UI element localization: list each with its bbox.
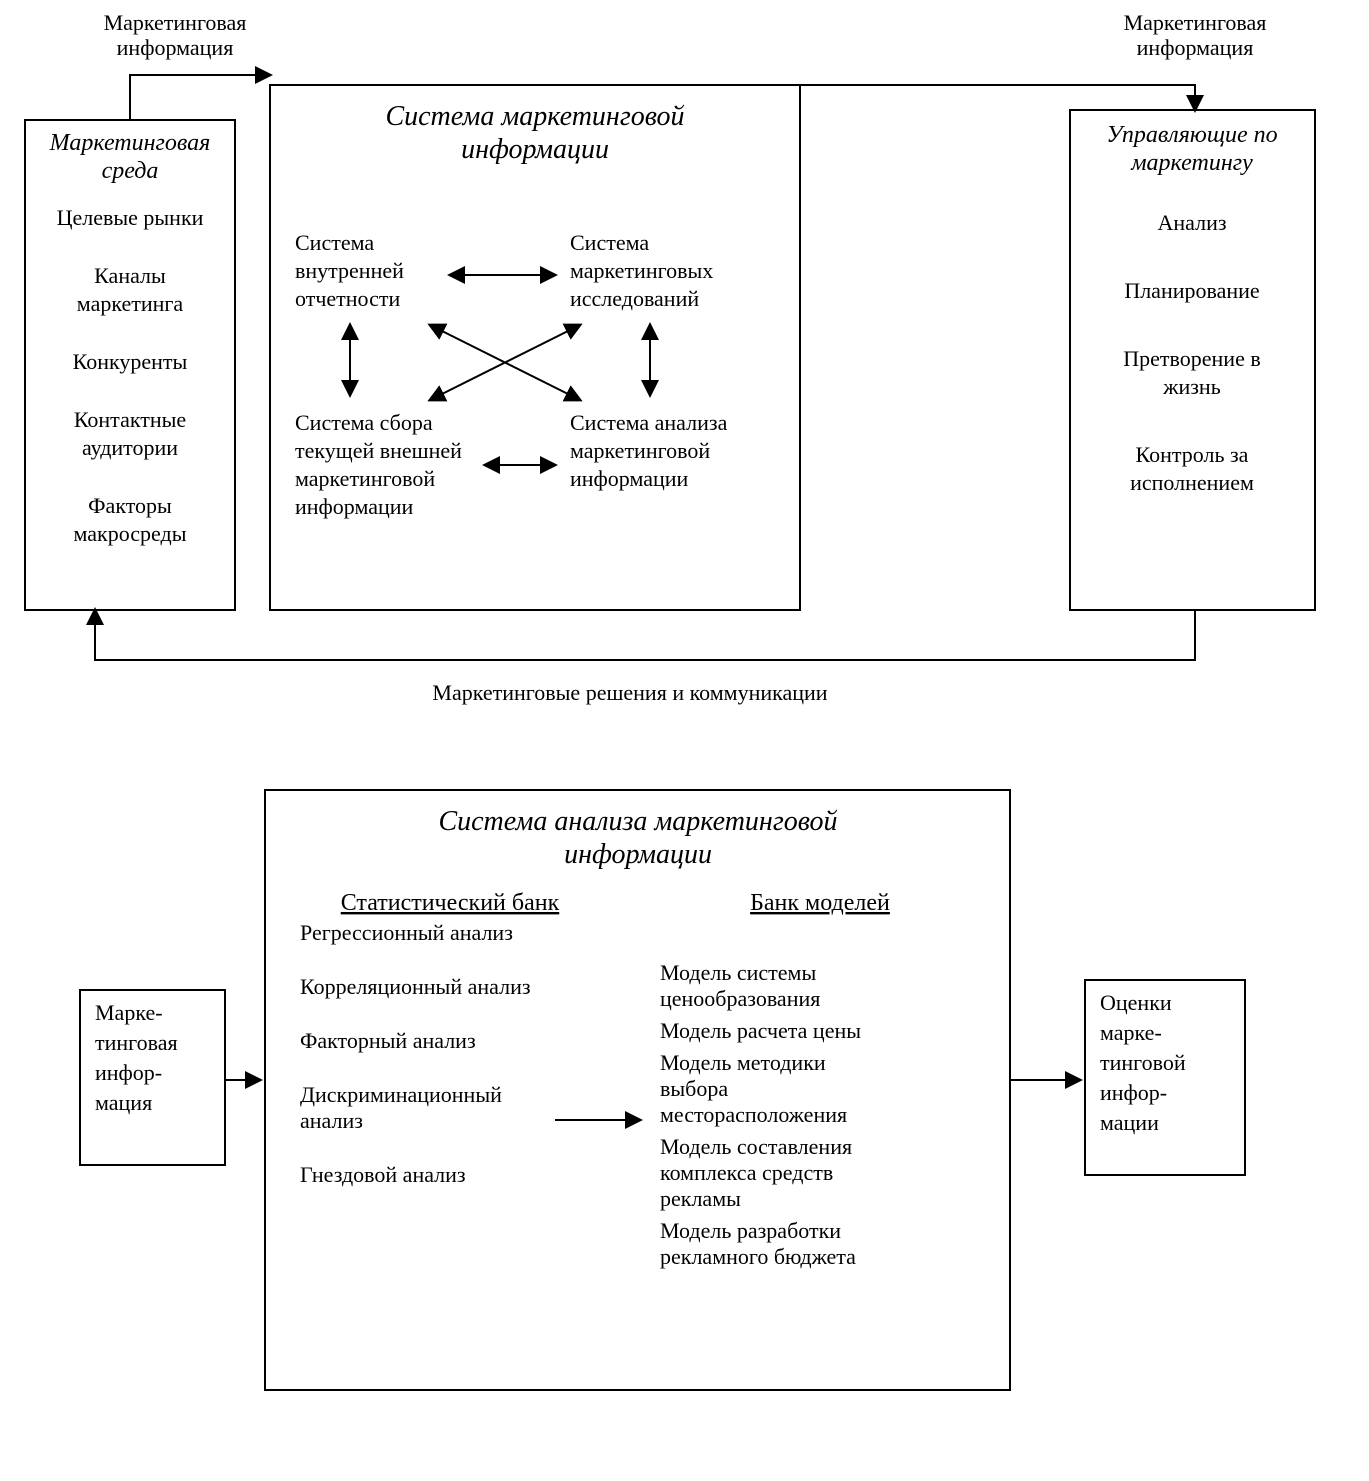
svg-text:Система: Система [570,230,649,255]
svg-text:Дискриминационный: Дискриминационный [300,1082,502,1107]
svg-text:анализ: анализ [300,1108,363,1133]
svg-text:тинговая: тинговая [95,1030,178,1055]
svg-text:Факторы: Факторы [88,493,172,518]
svg-text:Оценки: Оценки [1100,990,1172,1015]
svg-text:месторасположения: месторасположения [660,1102,847,1127]
svg-text:Претворение в: Претворение в [1123,346,1260,371]
svg-text:информации: информации [295,494,414,519]
svg-text:маркетинговой: маркетинговой [570,438,710,463]
svg-text:мации: мации [1100,1110,1159,1135]
left-box-items: Целевые рынки Каналы маркетинга Конкуренты К… [57,205,204,546]
lower-left-text: Марке-тинговая инфор-мация [95,1000,178,1115]
svg-text:маркетинга: маркетинга [77,291,184,316]
svg-text:Каналы: Каналы [94,263,166,288]
bottom-label: Маркетинговые решения и коммуникации [432,680,827,705]
quad-tl: Система внутренней отчетности [295,230,404,311]
svg-text:Система анализа: Система анализа [570,410,728,435]
quad-br: Система анализа маркетинговой информации [570,410,728,491]
svg-text:Модель разработки: Модель разработки [660,1218,841,1243]
svg-text:Модель методики: Модель методики [660,1050,826,1075]
conn-center-to-right [800,85,1195,110]
svg-text:Целевые рынки: Целевые рынки [57,205,204,230]
svg-text:внутренней: внутренней [295,258,404,283]
center-title-2: информации [461,134,609,165]
svg-text:Контроль за: Контроль за [1136,442,1249,467]
svg-text:марке-: марке- [1100,1020,1162,1045]
svg-text:Гнездовой анализ: Гнездовой анализ [300,1162,466,1187]
svg-text:выбора: выбора [660,1076,728,1101]
svg-text:тинговой: тинговой [1100,1050,1186,1075]
svg-text:Анализ: Анализ [1157,210,1226,235]
conn-left-to-center [130,75,270,120]
svg-text:Контактные: Контактные [74,407,186,432]
svg-text:инфор-: инфор- [1100,1080,1167,1105]
svg-text:Система: Система [295,230,374,255]
svg-text:Регрессионный анализ: Регрессионный анализ [300,920,513,945]
svg-text:отчетности: отчетности [295,286,400,311]
top-label-left-2: информация [117,35,234,60]
lower-big-title-1: Система анализа маркетинговой [438,806,837,837]
svg-text:Система сбора: Система сбора [295,410,433,435]
svg-text:Модель системы: Модель системы [660,960,816,985]
svg-text:Модель составления: Модель составления [660,1134,852,1159]
svg-text:Планирование: Планирование [1124,278,1259,303]
svg-text:Модель расчета цены: Модель расчета цены [660,1018,861,1043]
svg-text:мация: мация [95,1090,152,1115]
top-label-right-2: информация [1137,35,1254,60]
right-box-items: Анализ Планирование Претворение в жизнь Конт… [1123,210,1260,495]
quad-tr: Система маркетинговых исследований [570,230,713,311]
svg-text:текущей внешней: текущей внешней [295,438,462,463]
svg-text:Марке-: Марке- [95,1000,163,1025]
top-label-left-1: Маркетинговая [104,10,247,35]
left-box-title-1: Маркетинговая [49,130,211,156]
svg-text:жизнь: жизнь [1162,374,1220,399]
svg-text:рекламы: рекламы [660,1186,741,1211]
svg-text:аудитории: аудитории [82,435,178,460]
svg-text:Конкуренты: Конкуренты [73,349,188,374]
svg-text:макросреды: макросреды [74,521,187,546]
right-box-title-2: маркетингу [1130,150,1253,176]
svg-text:Факторный анализ: Факторный анализ [300,1028,476,1053]
col1-items: Регрессионный анализ Корреляционный анали… [300,920,531,1187]
center-title-1: Система маркетинговой [385,101,684,132]
right-box-title-1: Управляющие по [1106,122,1277,148]
svg-text:исполнением: исполнением [1130,470,1254,495]
col1-head: Статистический банк [341,890,560,916]
svg-text:комплекса средств: комплекса средств [660,1160,833,1185]
svg-text:маркетинговой: маркетинговой [295,466,435,491]
left-box-title-2: среда [102,158,159,184]
col2-head: Банк моделей [750,890,890,916]
col2-items: Модель системыценообразования Модель расч… [660,960,861,1269]
lower-big-title-2: информации [564,839,712,870]
svg-text:ценообразования: ценообразования [660,986,820,1011]
svg-text:рекламного бюджета: рекламного бюджета [660,1244,856,1269]
quad-bl: Система сбора текущей внешней маркетингово… [295,410,462,519]
lower-right-text: Оценки марке-тинговой инфор-мации [1100,990,1186,1135]
svg-text:маркетинговых: маркетинговых [570,258,713,283]
svg-text:исследований: исследований [570,286,699,311]
svg-text:инфор-: инфор- [95,1060,162,1085]
svg-text:информации: информации [570,466,689,491]
svg-text:Корреляционный анализ: Корреляционный анализ [300,974,531,999]
top-label-right-1: Маркетинговая [1124,10,1267,35]
conn-right-to-left [95,610,1195,660]
